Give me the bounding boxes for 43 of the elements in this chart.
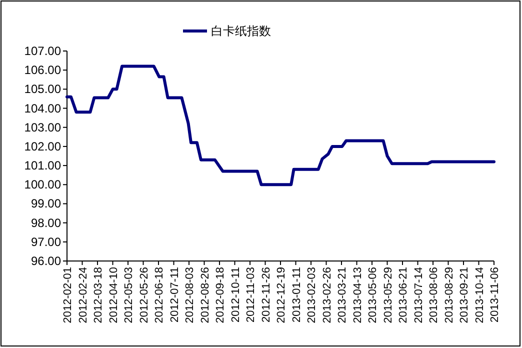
y-tick-label: 106.00 xyxy=(24,63,62,78)
y-tick-label: 101.00 xyxy=(24,158,62,173)
y-tick-label: 96.00 xyxy=(30,254,62,268)
x-tick-label: 2012-03-18 xyxy=(92,267,104,324)
x-tick-label: 2013-02-26 xyxy=(321,267,334,324)
y-tick-label: 102.00 xyxy=(24,139,62,154)
x-tick-label: 2013-02-03 xyxy=(306,267,318,324)
y-tick-label: 107.00 xyxy=(24,44,62,58)
x-tick-label: 2013-08-06 xyxy=(428,267,440,324)
x-tick-label: 2012-10-11 xyxy=(230,267,242,322)
y-tick-label: 98.00 xyxy=(30,216,62,230)
legend-label: 白卡纸指数 xyxy=(211,24,271,38)
y-tick-label: 105.00 xyxy=(24,82,62,96)
x-tick-label: 2012-09-18 xyxy=(214,267,226,324)
x-tick-label: 2013-11-06 xyxy=(489,267,501,322)
line-series xyxy=(66,64,496,186)
x-tick-label: 2012-04-10 xyxy=(108,267,120,324)
x-tick-label: 2013-01-11 xyxy=(290,267,303,322)
x-tick-label: 2012-11-03 xyxy=(245,267,257,322)
x-tick-label: 2013-09-21 xyxy=(458,267,470,324)
y-tick-label: 99.00 xyxy=(30,196,62,211)
x-tick-label: 2012-02-01 xyxy=(62,267,74,324)
x-tick-label: 2013-08-29 xyxy=(443,267,456,324)
y-tick-label: 104.00 xyxy=(24,101,62,116)
x-tick-label: 2013-05-06 xyxy=(367,267,379,324)
x-tick-label: 2012-05-26 xyxy=(138,267,150,324)
x-tick-label: 2012-06-18 xyxy=(154,267,166,324)
x-tick-label: 2012-08-03 xyxy=(184,267,196,324)
x-tick-label: 2013-10-14 xyxy=(474,267,486,324)
x-tick-label: 2012-08-26 xyxy=(199,267,212,324)
x-tick-label: 2012-07-11 xyxy=(168,267,181,322)
y-tick-label: 103.00 xyxy=(24,120,62,134)
x-tick-label: 2012-11-26 xyxy=(260,267,272,322)
x-tick-label: 2013-05-29 xyxy=(382,267,394,324)
x-tick-label: 2013-07-14 xyxy=(412,267,425,324)
x-tick-label: 2012-02-24 xyxy=(77,267,90,324)
x-tick-label: 2013-04-13 xyxy=(352,267,364,324)
x-tick-label: 2013-03-21 xyxy=(336,267,348,324)
y-tick-label: 100.00 xyxy=(24,178,62,192)
x-tick-label: 2012-12-19 xyxy=(276,267,288,324)
x-tick-label: 2013-06-21 xyxy=(398,267,410,324)
y-tick-label: 97.00 xyxy=(30,234,62,249)
x-tick-label: 2012-05-03 xyxy=(123,267,135,324)
